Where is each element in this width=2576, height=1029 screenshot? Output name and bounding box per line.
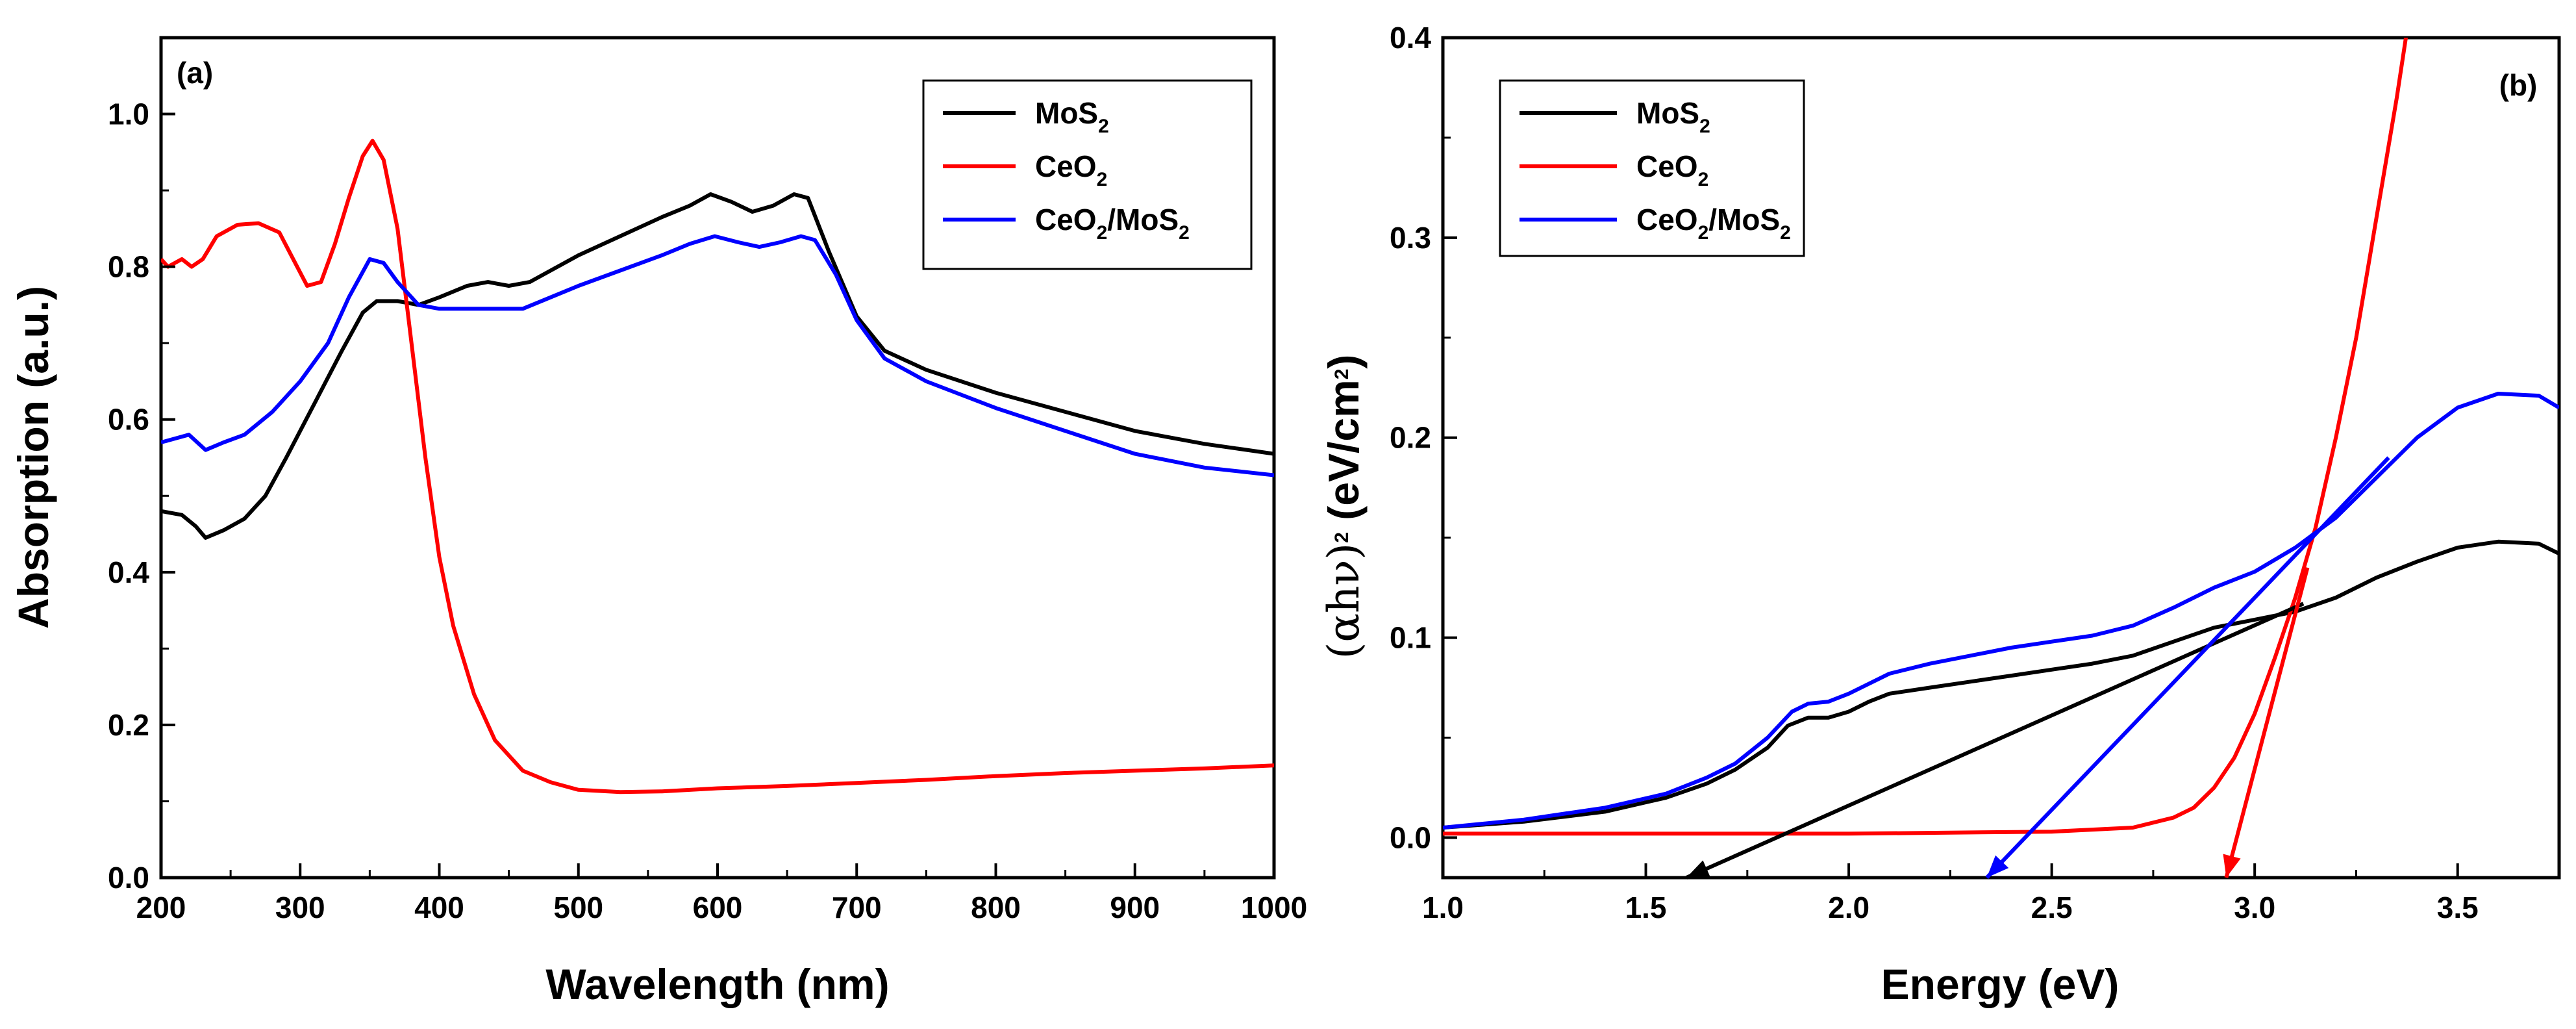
panel-b-tangent-line-0 (1685, 602, 2305, 880)
panel-a-x-tick-label: 900 (1110, 891, 1160, 924)
panel-a-y-tick-label: 0.2 (108, 708, 149, 742)
panel-a-x-tick-label: 600 (693, 891, 743, 924)
panel-a: 200 300 400 500 600 700 800 900 1000 0.0 0.2 0.4 0.6… (9, 36, 1307, 1008)
panel-b-y-axis-title-close: ) (1319, 543, 1369, 560)
panel-b-x-axis-title: Energy (eV) (1881, 960, 2120, 1008)
panel-b-tangent-arrowhead-1 (1986, 855, 2009, 878)
panel-b-y-tick-label: 0.1 (1390, 621, 1431, 655)
panel-a-series-ceo2-mos2-line (161, 234, 1274, 477)
panel-a-x-tick-label: 200 (136, 891, 186, 924)
panel-b-y-tick-label: 0.0 (1390, 820, 1431, 854)
panel-b-legend-box (1499, 79, 1805, 257)
panel-a-y-tick-label: 0.6 (108, 403, 149, 437)
panel-b-x-tick-label: 2.5 (2031, 891, 2073, 924)
panel-b-x-tick-label: 3.0 (2234, 891, 2275, 924)
panel-a-y-tick-label: 0.4 (108, 555, 149, 589)
panel-a-legend-label: CeO2 (1035, 149, 1107, 190)
panel-a-legend-label: MoS2 (1035, 96, 1109, 137)
panel-a-x-tick-label: 700 (832, 891, 882, 924)
panel-b-label: (b) (2499, 68, 2538, 102)
panel-a-x-axis-title: Wavelength (nm) (545, 960, 889, 1008)
panel-a-x-tick-label: 1000 (1241, 891, 1307, 924)
panel-a-series-mos2-line (161, 192, 1274, 540)
panel-b-tangent-arrowhead-2 (2223, 854, 2241, 878)
panel-a-series-ceo2-line (161, 138, 1274, 794)
panel-b-y-tick-label: 0.3 (1390, 221, 1431, 255)
panel-b: 1.0 1.5 2.0 2.5 3.0 3.5 0.0 0.1 0.2 0.3 0.4 (b) En… (1319, 21, 2561, 1008)
panel-b-x-tick-label: 1.0 (1422, 891, 1464, 924)
panel-b-plot-area (1443, 38, 2559, 880)
panel-b-tangent-arrowhead-0 (1686, 860, 1710, 878)
panel-a-y-axis-title: Absorption (a.u.) (9, 286, 57, 629)
panel-b-y-axis-title-greek: αhν (1319, 559, 1369, 642)
panel-b-legend: MoS2 CeO2 CeO2/MoS2 (1499, 79, 1805, 257)
panel-b-series-ceo2-line (1443, 38, 2408, 836)
panel-a-x-tick-label: 400 (414, 891, 464, 924)
panel-b-frame (1441, 36, 2561, 880)
panel-b-series-ceo2-mos2-line (1443, 392, 2559, 830)
panel-b-x-tick-label: 1.5 (1625, 891, 1667, 924)
panel-a-x-tick-label: 500 (553, 891, 603, 924)
panel-b-y-axis-title-units: (eV/cm (1319, 379, 1368, 532)
panel-b-x-tick-label: 2.0 (1828, 891, 1869, 924)
panel-a-legend-label: CeO2/MoS2 (1035, 203, 1190, 244)
panel-b-tangent-line-2 (2224, 567, 2310, 878)
panel-b-y-tick-label: 0.2 (1390, 421, 1431, 455)
panel-b-y-axis-title: (αhν)2 (eV/cm2) (1319, 355, 1369, 659)
panel-b-y-tick-label: 0.4 (1390, 21, 1431, 55)
panel-b-series-mos2-line (1443, 539, 2559, 830)
panel-b-legend-label: CeO2 (1636, 149, 1708, 190)
panel-a-legend: MoS2 CeO2 CeO2/MoS2 (922, 79, 1253, 270)
panel-b-y-axis-title-open: ( (1319, 642, 1369, 659)
panel-b-series-group (1443, 38, 2559, 836)
panel-a-series-group (161, 138, 1274, 794)
panel-a-label: (a) (177, 56, 213, 90)
panel-b-y-axis-title-units-sup: 2 (1331, 369, 1353, 380)
panel-a-plot-area (161, 138, 1274, 794)
panel-b-y-axis-title-units-close: ) (1319, 355, 1368, 369)
panel-a-x-tick-label: 800 (971, 891, 1021, 924)
panel-b-ticks: 1.0 1.5 2.0 2.5 3.0 3.5 0.0 0.1 0.2 0.3 0.4 (1390, 21, 2479, 924)
panel-a-y-tick-label: 0.0 (108, 861, 149, 895)
panel-b-x-tick-label: 3.5 (2437, 891, 2479, 924)
panel-a-ticks: 200 300 400 500 600 700 800 900 1000 0.0 0.2 0.4 0.6… (108, 97, 1307, 924)
panel-b-legend-label: MoS2 (1636, 96, 1710, 137)
panel-b-tangent-line-1 (1985, 456, 2390, 880)
panel-a-y-tick-label: 0.8 (108, 250, 149, 284)
panel-a-x-tick-label: 300 (275, 891, 325, 924)
panel-a-y-tick-label: 1.0 (108, 97, 149, 131)
panel-b-legend-label: CeO2/MoS2 (1636, 203, 1791, 244)
panel-b-y-axis-title-sup: 2 (1331, 532, 1353, 543)
